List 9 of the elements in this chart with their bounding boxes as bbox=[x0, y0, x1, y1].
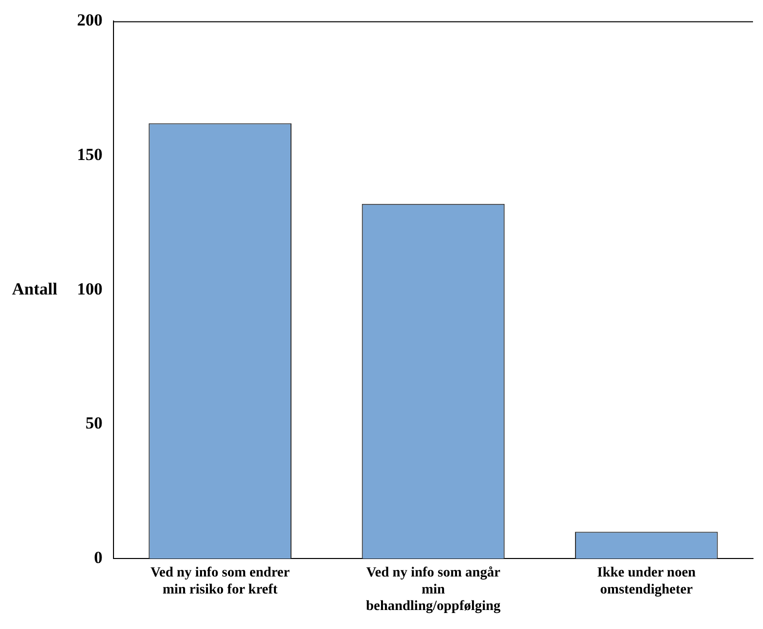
x-tick-label: Ved ny info som endrer min risiko for kreft bbox=[150, 566, 290, 598]
x-tick-label: Ikke under noen omstendigheter bbox=[597, 566, 696, 598]
y-tick-label: 50 bbox=[86, 414, 102, 433]
y-tick-label: 200 bbox=[77, 10, 102, 30]
y-tick-label: 0 bbox=[94, 548, 102, 567]
y-tick-label: 150 bbox=[77, 144, 102, 164]
y-axis-title: Antall bbox=[12, 279, 58, 298]
x-tick-label: Ved ny info som angår min behandling/oppfølging bbox=[366, 566, 501, 614]
y-tick-label: 100 bbox=[77, 279, 102, 298]
